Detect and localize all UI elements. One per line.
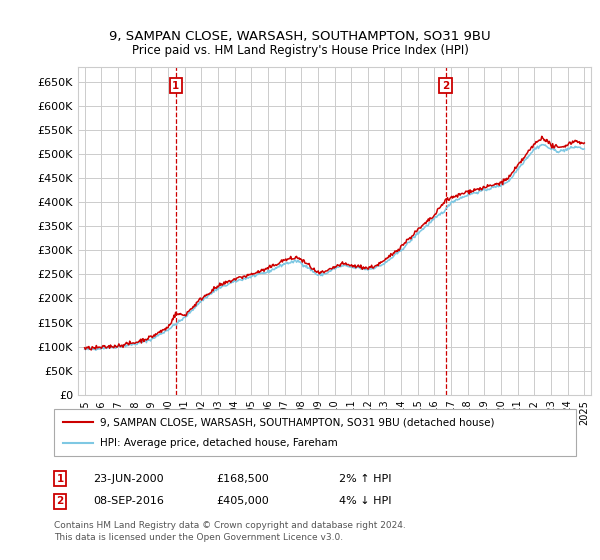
Text: Contains HM Land Registry data © Crown copyright and database right 2024.: Contains HM Land Registry data © Crown c… [54, 521, 406, 530]
Text: This data is licensed under the Open Government Licence v3.0.: This data is licensed under the Open Gov… [54, 533, 343, 542]
Text: 2% ↑ HPI: 2% ↑ HPI [339, 474, 391, 484]
Text: 1: 1 [172, 81, 179, 91]
Text: Price paid vs. HM Land Registry's House Price Index (HPI): Price paid vs. HM Land Registry's House … [131, 44, 469, 57]
Text: 2: 2 [56, 496, 64, 506]
Text: 1: 1 [56, 474, 64, 484]
Text: 9, SAMPAN CLOSE, WARSASH, SOUTHAMPTON, SO31 9BU (detached house): 9, SAMPAN CLOSE, WARSASH, SOUTHAMPTON, S… [100, 417, 494, 427]
Text: 2: 2 [442, 81, 449, 91]
Text: 23-JUN-2000: 23-JUN-2000 [93, 474, 164, 484]
Text: £405,000: £405,000 [216, 496, 269, 506]
Text: HPI: Average price, detached house, Fareham: HPI: Average price, detached house, Fare… [100, 438, 338, 448]
Text: £168,500: £168,500 [216, 474, 269, 484]
Text: 4% ↓ HPI: 4% ↓ HPI [339, 496, 391, 506]
Text: 9, SAMPAN CLOSE, WARSASH, SOUTHAMPTON, SO31 9BU: 9, SAMPAN CLOSE, WARSASH, SOUTHAMPTON, S… [109, 30, 491, 43]
Text: 08-SEP-2016: 08-SEP-2016 [93, 496, 164, 506]
